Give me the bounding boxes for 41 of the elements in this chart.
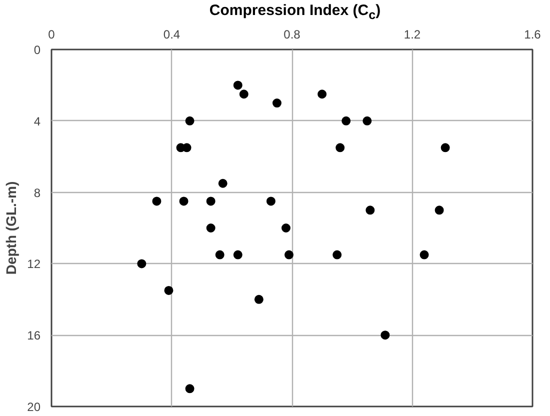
point	[380, 330, 390, 340]
point	[185, 116, 194, 126]
point	[266, 196, 276, 206]
point	[206, 196, 216, 206]
x-tick-label: 1.2	[404, 28, 421, 42]
y-tick-label: 20	[27, 400, 41, 414]
y-tick-label: 16	[27, 328, 41, 343]
point	[254, 294, 264, 304]
point	[318, 90, 327, 99]
point	[281, 224, 290, 232]
point	[284, 250, 294, 260]
point	[233, 80, 242, 90]
x-tick-label: 0.8	[284, 28, 301, 42]
x-axis-title: Compression Index (C$_{c}$)	[209, 1, 381, 24]
x-tick-label: 0	[48, 28, 56, 42]
point	[272, 98, 282, 108]
point	[342, 116, 351, 126]
y-tick-label: 12	[27, 257, 41, 272]
point	[185, 384, 194, 394]
y-tick-label: 0	[34, 43, 41, 57]
point	[179, 196, 188, 206]
point	[164, 286, 174, 295]
point	[366, 206, 375, 215]
point	[233, 250, 242, 260]
point	[215, 250, 224, 260]
point	[362, 116, 372, 126]
y-tick-label: 4	[34, 114, 41, 128]
x-tick-label: 0.4	[163, 28, 180, 42]
point	[239, 90, 248, 99]
point	[152, 196, 162, 206]
point	[206, 224, 216, 232]
point	[332, 250, 342, 260]
point	[420, 250, 429, 260]
point	[218, 178, 228, 188]
point	[137, 259, 146, 268]
y-tick-label: 8	[34, 186, 41, 200]
point	[336, 143, 345, 152]
point	[434, 206, 444, 215]
x-tick-label: 1.6	[524, 28, 542, 42]
y-axis-title: Depth (GL.-m)	[3, 181, 20, 275]
point	[440, 143, 450, 152]
